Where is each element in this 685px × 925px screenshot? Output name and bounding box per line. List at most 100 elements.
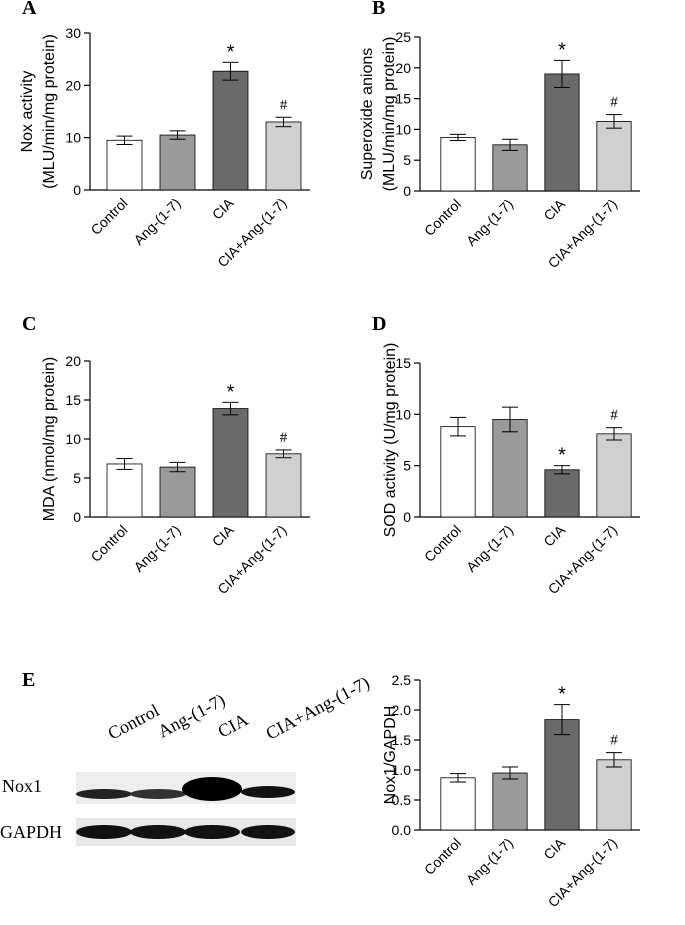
row-label: GAPDH bbox=[0, 822, 62, 842]
x-tick-label: Ang-(1-7) bbox=[463, 196, 516, 249]
bar bbox=[596, 433, 632, 518]
error-bar bbox=[450, 773, 466, 783]
significance-mark: * bbox=[558, 39, 566, 61]
y-tick-label: 20 bbox=[65, 77, 81, 93]
blot-band bbox=[241, 825, 295, 839]
y-tick-label: 15 bbox=[65, 392, 81, 408]
bar bbox=[265, 121, 302, 191]
y-tick-label: 15 bbox=[395, 91, 411, 107]
significance-mark: # bbox=[280, 430, 288, 446]
error-bar bbox=[554, 704, 570, 736]
y-tick-label: 10 bbox=[395, 121, 411, 137]
significance-mark: * bbox=[558, 445, 566, 467]
y-tick-label: 15 bbox=[395, 355, 411, 371]
significance-mark: # bbox=[280, 97, 288, 113]
y-tick-label: 0 bbox=[73, 182, 81, 198]
bar bbox=[106, 463, 143, 518]
x-tick-label: CIA bbox=[209, 194, 237, 222]
y-tick-label: 25 bbox=[395, 29, 411, 45]
bar bbox=[106, 139, 143, 191]
x-tick-label: Ang-(1-7) bbox=[130, 195, 183, 248]
error-bar bbox=[222, 401, 239, 416]
error-bar bbox=[169, 130, 186, 140]
blot-band bbox=[182, 777, 242, 801]
lane-label: CIA+Ang-(1-7) bbox=[262, 672, 373, 744]
error-bar bbox=[222, 61, 239, 81]
x-tick-label: Ang-(1-7) bbox=[463, 522, 516, 575]
y-tick-label: 10 bbox=[65, 130, 81, 146]
y-axis-label: Nox activity bbox=[19, 71, 36, 153]
x-tick-label: CIA bbox=[540, 195, 568, 223]
error-bar bbox=[502, 766, 518, 780]
x-tick-label: Control bbox=[87, 522, 130, 565]
bar bbox=[544, 469, 580, 518]
y-axis-label: SOD activity (U/mg protein) bbox=[382, 343, 399, 538]
y-tick-label: 20 bbox=[395, 60, 411, 76]
x-tick-label: CIA bbox=[540, 834, 568, 862]
blot-band bbox=[130, 789, 186, 799]
blot-band bbox=[130, 825, 186, 839]
error-bar bbox=[606, 114, 622, 129]
bar bbox=[492, 419, 528, 518]
bar bbox=[159, 466, 196, 518]
y-tick-label: 10 bbox=[395, 406, 411, 422]
error-bar bbox=[275, 449, 292, 459]
bar bbox=[544, 73, 580, 192]
error-bar bbox=[450, 416, 466, 437]
significance-mark: * bbox=[227, 381, 235, 403]
x-tick-label: Control bbox=[87, 195, 130, 238]
y-tick-label: 5 bbox=[73, 470, 81, 486]
error-bar bbox=[554, 465, 570, 475]
x-tick-label: CIA bbox=[540, 521, 568, 549]
error-bar bbox=[502, 138, 518, 151]
error-bar bbox=[450, 133, 466, 141]
significance-mark: * bbox=[558, 684, 566, 706]
y-axis-label: Nox1/GAPDH bbox=[382, 706, 399, 805]
y-tick-label: 30 bbox=[65, 25, 81, 41]
lane-label: Control bbox=[104, 700, 162, 743]
bar bbox=[596, 120, 632, 192]
error-bar bbox=[606, 427, 622, 441]
panel-label: D bbox=[372, 313, 386, 335]
y-tick-label: 0 bbox=[73, 509, 81, 525]
panel-label: A bbox=[22, 0, 37, 19]
error-bar bbox=[606, 752, 622, 768]
x-tick-label: Control bbox=[421, 522, 464, 565]
error-bar bbox=[116, 458, 133, 470]
bar bbox=[212, 408, 249, 518]
panel-label: E bbox=[22, 669, 35, 691]
blot-band bbox=[184, 825, 240, 839]
y-tick-label: 2.0 bbox=[392, 702, 412, 718]
error-bar bbox=[554, 59, 570, 89]
error-bar bbox=[502, 406, 518, 433]
bar bbox=[159, 134, 196, 191]
bar bbox=[492, 144, 528, 192]
y-axis-label: Superoxide anions bbox=[359, 48, 376, 181]
bar bbox=[544, 719, 580, 831]
y-axis-label: (MLU/min/mg protein) bbox=[41, 34, 58, 189]
y-tick-label: 10 bbox=[65, 431, 81, 447]
y-tick-label: 2.5 bbox=[392, 672, 412, 688]
x-tick-label: CIA bbox=[209, 521, 237, 549]
significance-mark: * bbox=[227, 41, 235, 63]
blot-band bbox=[76, 789, 132, 799]
x-tick-label: Ang-(1-7) bbox=[130, 522, 183, 575]
error-bar bbox=[169, 461, 186, 473]
significance-mark: # bbox=[610, 408, 618, 424]
lane-label: Ang-(1-7) bbox=[154, 690, 228, 743]
significance-mark: # bbox=[610, 95, 618, 111]
bar bbox=[596, 759, 632, 831]
y-axis-label: (MLU/min/mg protein) bbox=[381, 37, 398, 192]
error-bar bbox=[116, 135, 133, 145]
blot: Control Ang-(1-7) CIA CIA+Ang-(1-7) Nox1… bbox=[0, 672, 373, 846]
y-tick-label: 0 bbox=[403, 509, 411, 525]
y-tick-label: 5 bbox=[403, 152, 411, 168]
y-tick-label: 20 bbox=[65, 353, 81, 369]
y-tick-label: 0.5 bbox=[392, 792, 412, 808]
y-tick-label: 1.5 bbox=[392, 732, 412, 748]
bar bbox=[440, 426, 476, 518]
y-tick-label: 0 bbox=[403, 183, 411, 199]
blot-band bbox=[241, 786, 295, 798]
y-tick-label: 5 bbox=[403, 458, 411, 474]
